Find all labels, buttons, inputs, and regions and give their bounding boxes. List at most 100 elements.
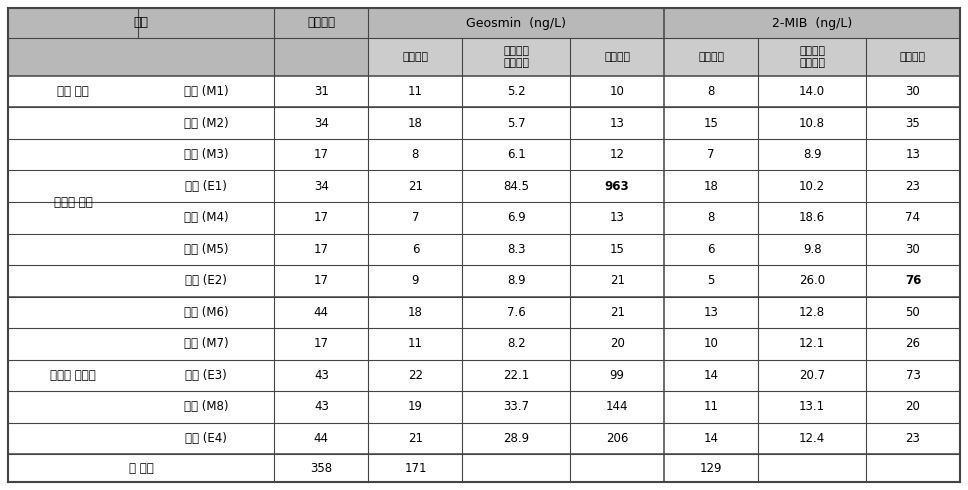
Text: 19: 19 (408, 400, 423, 413)
Bar (8, 202, 960, 234)
Text: 11: 11 (704, 400, 718, 413)
Text: 추동 (E3): 추동 (E3) (186, 369, 227, 382)
Bar (8, 171, 960, 202)
Text: 14.0: 14.0 (799, 85, 825, 98)
Text: 30: 30 (906, 243, 921, 256)
Text: 8: 8 (411, 148, 419, 161)
Text: 8.2: 8.2 (507, 337, 526, 350)
Bar (664, 38, 758, 76)
Text: 조사회수: 조사회수 (308, 17, 335, 29)
Text: 13.1: 13.1 (799, 400, 825, 413)
Text: 31: 31 (314, 85, 329, 98)
Text: 석호 (M3): 석호 (M3) (184, 148, 228, 161)
Text: 검출시료
평균농도: 검출시료 평균농도 (503, 46, 529, 68)
Text: 21: 21 (610, 306, 624, 319)
Text: 18: 18 (408, 117, 423, 130)
Text: 171: 171 (405, 462, 427, 474)
Bar (570, 38, 664, 76)
Text: 26: 26 (905, 337, 921, 350)
Text: 14: 14 (704, 432, 718, 445)
Text: 20: 20 (905, 400, 921, 413)
Text: 6: 6 (411, 243, 419, 256)
Text: 43: 43 (314, 400, 329, 413)
Text: 9.8: 9.8 (802, 243, 822, 256)
Bar (8, 296, 960, 328)
Text: 13: 13 (610, 211, 624, 224)
Text: 23: 23 (905, 180, 921, 193)
Text: 35: 35 (906, 117, 921, 130)
Text: 23: 23 (905, 432, 921, 445)
Text: 14: 14 (704, 369, 718, 382)
Text: 12: 12 (610, 148, 624, 161)
Text: 18: 18 (704, 180, 718, 193)
Text: 21: 21 (610, 274, 624, 287)
Text: 대청호 중하류: 대청호 중하류 (50, 369, 96, 382)
Text: 8: 8 (708, 85, 715, 98)
Text: 최대농도: 최대농도 (604, 52, 630, 62)
Text: 21: 21 (408, 180, 423, 193)
Text: 74: 74 (905, 211, 921, 224)
Text: 13: 13 (610, 117, 624, 130)
Text: 12.8: 12.8 (799, 306, 825, 319)
Text: 최대농도: 최대농도 (900, 52, 926, 62)
Text: 대정 (M4): 대정 (M4) (184, 211, 228, 224)
Text: 11: 11 (408, 85, 423, 98)
Text: 6: 6 (708, 243, 715, 256)
Text: 신곡 (E2): 신곡 (E2) (186, 274, 227, 287)
Text: 10.8: 10.8 (800, 117, 825, 130)
Text: 34: 34 (314, 117, 329, 130)
Text: 8.3: 8.3 (507, 243, 526, 256)
Text: 청마 (M1): 청마 (M1) (184, 85, 228, 98)
Text: 댐앞 (M8): 댐앞 (M8) (184, 400, 228, 413)
Text: 43: 43 (314, 369, 329, 382)
Bar (369, 8, 664, 38)
Bar (8, 76, 960, 107)
Text: 분저 (M5): 분저 (M5) (184, 243, 228, 256)
Text: 12.4: 12.4 (799, 432, 826, 445)
Bar (866, 38, 960, 76)
Text: 76: 76 (905, 274, 922, 287)
Text: 10: 10 (610, 85, 624, 98)
Text: 2-MIB  (ng/L): 2-MIB (ng/L) (771, 17, 852, 29)
Text: 8.9: 8.9 (802, 148, 822, 161)
Text: 34: 34 (314, 180, 329, 193)
Text: 50: 50 (906, 306, 921, 319)
Bar (463, 38, 570, 76)
Text: 총 회수: 총 회수 (129, 462, 154, 474)
Text: 지점: 지점 (134, 17, 149, 29)
Text: 206: 206 (606, 432, 628, 445)
Bar (8, 360, 960, 391)
Text: 17: 17 (314, 337, 329, 350)
Text: 18: 18 (408, 306, 423, 319)
Bar (664, 8, 960, 38)
Text: 17: 17 (314, 243, 329, 256)
Bar (8, 107, 960, 139)
Bar (8, 454, 960, 482)
Text: 73: 73 (905, 369, 921, 382)
Text: 129: 129 (700, 462, 722, 474)
Bar (8, 265, 960, 296)
Text: 28.9: 28.9 (503, 432, 529, 445)
Bar (8, 8, 274, 38)
Text: 18.6: 18.6 (799, 211, 825, 224)
Text: 5: 5 (708, 274, 715, 287)
Text: 7: 7 (411, 211, 419, 224)
Bar (8, 38, 274, 76)
Text: 21: 21 (408, 432, 423, 445)
Text: 금강 상류: 금강 상류 (57, 85, 89, 98)
Bar (274, 38, 369, 76)
Text: 회남 (M6): 회남 (M6) (184, 306, 228, 319)
Bar (369, 38, 463, 76)
Text: 358: 358 (311, 462, 332, 474)
Bar (274, 8, 369, 38)
Text: 84.5: 84.5 (503, 180, 529, 193)
Text: 22: 22 (408, 369, 423, 382)
Text: 5.2: 5.2 (507, 85, 526, 98)
Text: 33.7: 33.7 (503, 400, 529, 413)
Text: 8: 8 (708, 211, 715, 224)
Text: Geosmin  (ng/L): Geosmin (ng/L) (467, 17, 566, 29)
Text: 44: 44 (314, 306, 329, 319)
Text: 20: 20 (610, 337, 624, 350)
Text: 20.7: 20.7 (799, 369, 825, 382)
Text: 12.1: 12.1 (799, 337, 826, 350)
